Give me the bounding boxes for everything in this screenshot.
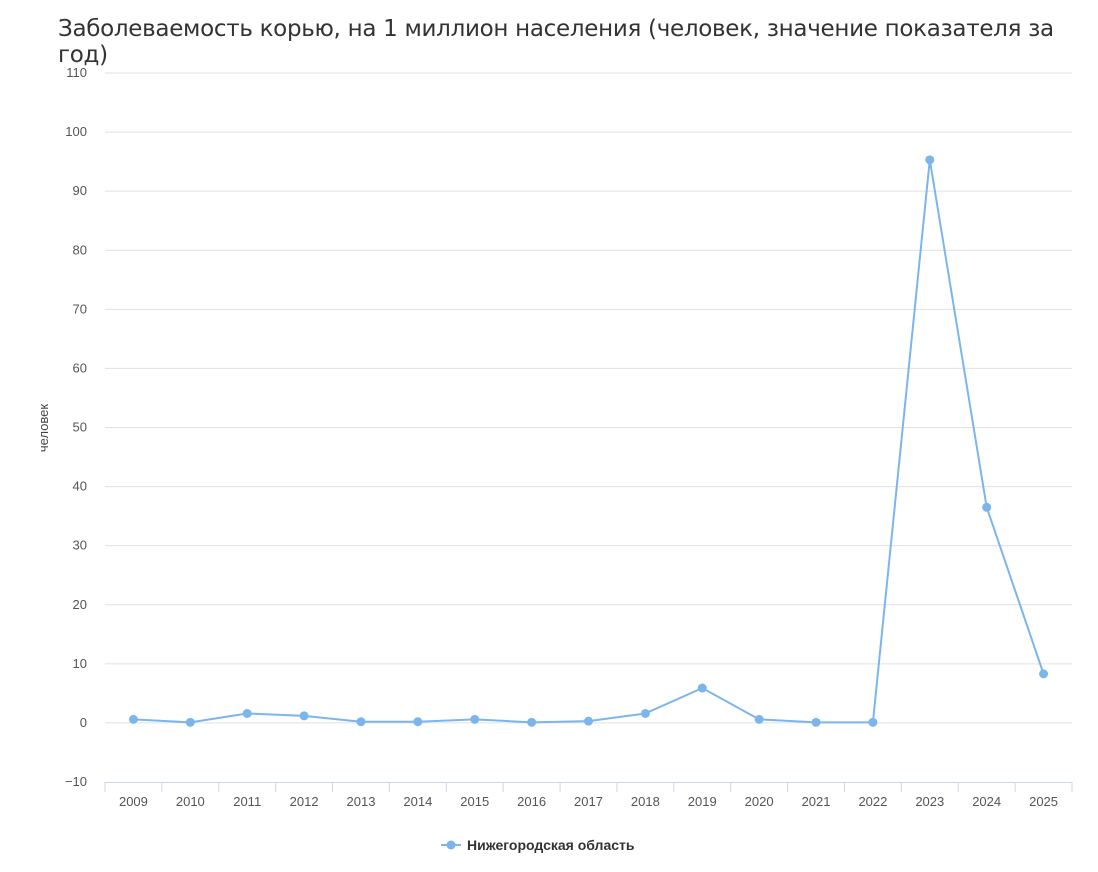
x-tick-label: 2020: [745, 794, 774, 809]
x-tick-label: 2023: [915, 794, 944, 809]
x-tick-label: 2009: [119, 794, 148, 809]
y-tick-label: 60: [73, 360, 87, 375]
x-tick-label: 2025: [1029, 794, 1058, 809]
x-tick-label: 2016: [517, 794, 546, 809]
y-tick-label: 100: [65, 124, 87, 139]
data-point[interactable]: [982, 502, 992, 512]
y-tick-label: 90: [73, 183, 87, 198]
data-point[interactable]: [356, 717, 366, 727]
chart-title: Заболеваемость корью, на 1 миллион насел…: [58, 16, 1054, 68]
series-line: [133, 159, 1045, 724]
data-point[interactable]: [185, 717, 195, 727]
data-point[interactable]: [868, 717, 878, 727]
data-point[interactable]: [640, 708, 650, 718]
y-tick-label: 30: [73, 538, 87, 553]
x-tick-label: 2021: [802, 794, 831, 809]
data-point[interactable]: [470, 714, 480, 724]
data-point[interactable]: [584, 716, 593, 726]
data-point[interactable]: [128, 714, 138, 724]
y-tick-label: 20: [73, 597, 87, 612]
legend-item[interactable]: Нижегородская область: [441, 837, 635, 853]
x-tick-label: 2011: [233, 794, 261, 809]
x-tick-label: 2017: [574, 794, 603, 809]
y-tick-label: −10: [65, 774, 87, 789]
data-point[interactable]: [242, 708, 252, 718]
data-point[interactable]: [527, 717, 537, 727]
x-tick-label: 2012: [290, 794, 319, 809]
data-point[interactable]: [697, 683, 707, 693]
y-tick-label: 10: [73, 656, 87, 671]
y-axis-label: человек: [36, 404, 51, 453]
data-point[interactable]: [413, 717, 423, 727]
legend-marker-icon: [446, 840, 456, 850]
y-tick-label: 0: [80, 715, 87, 730]
legend-label: Нижегородская область: [467, 837, 635, 853]
x-tick-label: 2014: [403, 794, 432, 809]
x-tick-label: 2013: [347, 794, 376, 809]
y-tick-label: 80: [73, 242, 87, 257]
data-point[interactable]: [754, 714, 764, 724]
y-tick-label: 110: [66, 65, 87, 80]
y-tick-label: 70: [73, 301, 87, 316]
data-point[interactable]: [1039, 669, 1049, 679]
y-tick-label: 40: [73, 479, 87, 494]
x-tick-label: 2024: [972, 794, 1001, 809]
x-tick-label: 2018: [631, 794, 660, 809]
x-tick-label: 2019: [688, 794, 717, 809]
y-tick-label: 50: [73, 420, 87, 435]
data-point[interactable]: [925, 155, 935, 165]
x-tick-label: 2022: [858, 794, 887, 809]
x-tick-label: 2010: [176, 794, 205, 809]
data-point[interactable]: [811, 717, 821, 727]
x-tick-label: 2015: [460, 794, 489, 809]
data-point[interactable]: [299, 711, 309, 721]
